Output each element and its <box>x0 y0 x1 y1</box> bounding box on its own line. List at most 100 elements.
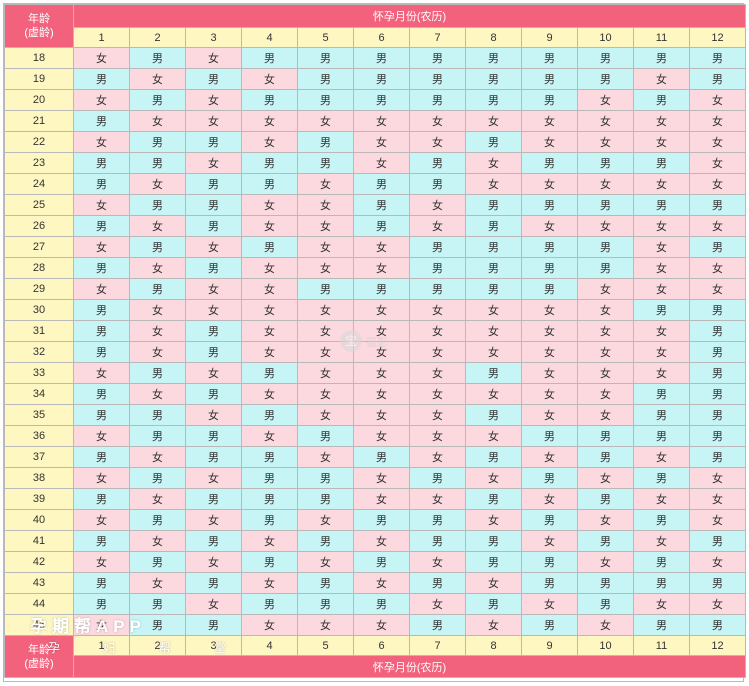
boy-cell: 男 <box>521 194 578 216</box>
footer-month-6: 6 <box>353 635 410 656</box>
girl-cell: 女 <box>241 572 298 594</box>
girl-cell: 女 <box>241 383 298 405</box>
girl-cell: 女 <box>688 551 747 573</box>
boy-cell: 男 <box>241 446 298 468</box>
age-cell: 40 <box>4 509 74 531</box>
boy-cell: 男 <box>409 47 466 69</box>
footer-month-9: 9 <box>521 635 578 656</box>
boy-cell: 男 <box>129 362 186 384</box>
boy-cell: 男 <box>577 257 634 279</box>
girl-cell: 女 <box>241 194 298 216</box>
girl-cell: 女 <box>73 278 130 300</box>
boy-cell: 男 <box>409 89 466 111</box>
boy-cell: 男 <box>73 593 130 615</box>
girl-cell: 女 <box>73 509 130 531</box>
boy-cell: 男 <box>185 425 242 447</box>
boy-cell: 男 <box>353 194 410 216</box>
boy-cell: 男 <box>185 173 242 195</box>
boy-cell: 男 <box>465 362 522 384</box>
table-row: 37 男女男男女男女男女男女男 <box>4 446 747 468</box>
boy-cell: 男 <box>465 68 522 90</box>
girl-cell: 女 <box>297 383 354 405</box>
boy-cell: 男 <box>465 551 522 573</box>
girl-cell: 女 <box>633 362 690 384</box>
age-cell: 36 <box>4 425 74 447</box>
girl-cell: 女 <box>521 383 578 405</box>
boy-cell: 男 <box>129 152 186 174</box>
boy-cell: 男 <box>73 152 130 174</box>
boy-cell: 男 <box>465 530 522 552</box>
girl-cell: 女 <box>185 593 242 615</box>
age-cell: 28 <box>4 257 74 279</box>
header-month-8: 8 <box>465 27 522 48</box>
boy-cell: 男 <box>241 236 298 258</box>
age-cell: 30 <box>4 299 74 321</box>
girl-cell: 女 <box>297 173 354 195</box>
girl-cell: 女 <box>241 320 298 342</box>
boy-cell: 男 <box>185 530 242 552</box>
age-cell: 34 <box>4 383 74 405</box>
table-row: 39 男女男男男女女男女男女女 <box>4 488 747 510</box>
boy-cell: 男 <box>521 278 578 300</box>
girl-cell: 女 <box>353 488 410 510</box>
boy-cell: 男 <box>633 152 690 174</box>
boy-cell: 男 <box>465 47 522 69</box>
girl-cell: 女 <box>633 320 690 342</box>
footer-age-header-label: 年龄 <box>28 643 50 656</box>
age-cell: 42 <box>4 551 74 573</box>
boy-cell: 男 <box>633 425 690 447</box>
header-month-9: 9 <box>521 27 578 48</box>
boy-cell: 男 <box>633 383 690 405</box>
month-header-title: 怀孕月份(农历) <box>72 4 747 28</box>
boy-cell: 男 <box>185 68 242 90</box>
girl-cell: 女 <box>688 467 747 489</box>
boy-cell: 男 <box>409 467 466 489</box>
boy-cell: 男 <box>185 215 242 237</box>
girl-cell: 女 <box>577 341 634 363</box>
age-cell: 33 <box>4 362 74 384</box>
girl-cell: 女 <box>577 299 634 321</box>
boy-cell: 男 <box>465 131 522 153</box>
girl-cell: 女 <box>185 152 242 174</box>
table-row: 43 男女男女男女男女男男男男 <box>4 572 747 594</box>
girl-cell: 女 <box>409 551 466 573</box>
boy-cell: 男 <box>297 68 354 90</box>
age-cell: 27 <box>4 236 74 258</box>
age-cell: 39 <box>4 488 74 510</box>
boy-cell: 男 <box>129 47 186 69</box>
age-cell: 45 <box>4 614 74 636</box>
girl-cell: 女 <box>577 467 634 489</box>
boy-cell: 男 <box>688 47 747 69</box>
girl-cell: 女 <box>297 362 354 384</box>
girl-cell: 女 <box>465 110 522 132</box>
boy-cell: 男 <box>241 509 298 531</box>
girl-cell: 女 <box>353 362 410 384</box>
table-row: 45 女男男女女女男女男女男男 <box>4 614 747 636</box>
boy-cell: 男 <box>129 278 186 300</box>
boy-cell: 男 <box>297 152 354 174</box>
boy-cell: 男 <box>353 551 410 573</box>
girl-cell: 女 <box>73 194 130 216</box>
girl-cell: 女 <box>129 341 186 363</box>
girl-cell: 女 <box>129 68 186 90</box>
boy-cell: 男 <box>129 509 186 531</box>
age-cell: 23 <box>4 152 74 174</box>
table-row: 36 女男男女男女女女男男男男 <box>4 425 747 447</box>
girl-cell: 女 <box>129 488 186 510</box>
girl-cell: 女 <box>688 593 747 615</box>
boy-cell: 男 <box>521 257 578 279</box>
boy-cell: 男 <box>577 194 634 216</box>
girl-cell: 女 <box>577 551 634 573</box>
table-row: 30 男女女女女女女女女女男男 <box>4 299 747 321</box>
boy-cell: 男 <box>129 194 186 216</box>
boy-cell: 男 <box>409 152 466 174</box>
boy-cell: 男 <box>465 446 522 468</box>
boy-cell: 男 <box>73 572 130 594</box>
girl-cell: 女 <box>129 299 186 321</box>
age-cell: 35 <box>4 404 74 426</box>
boy-cell: 男 <box>73 383 130 405</box>
footer-month-number-row: 年龄 (虚龄) 1 2 3 4 5 6 7 8 9 10 11 12 <box>4 635 747 678</box>
girl-cell: 女 <box>577 320 634 342</box>
girl-cell: 女 <box>577 215 634 237</box>
boy-cell: 男 <box>185 572 242 594</box>
